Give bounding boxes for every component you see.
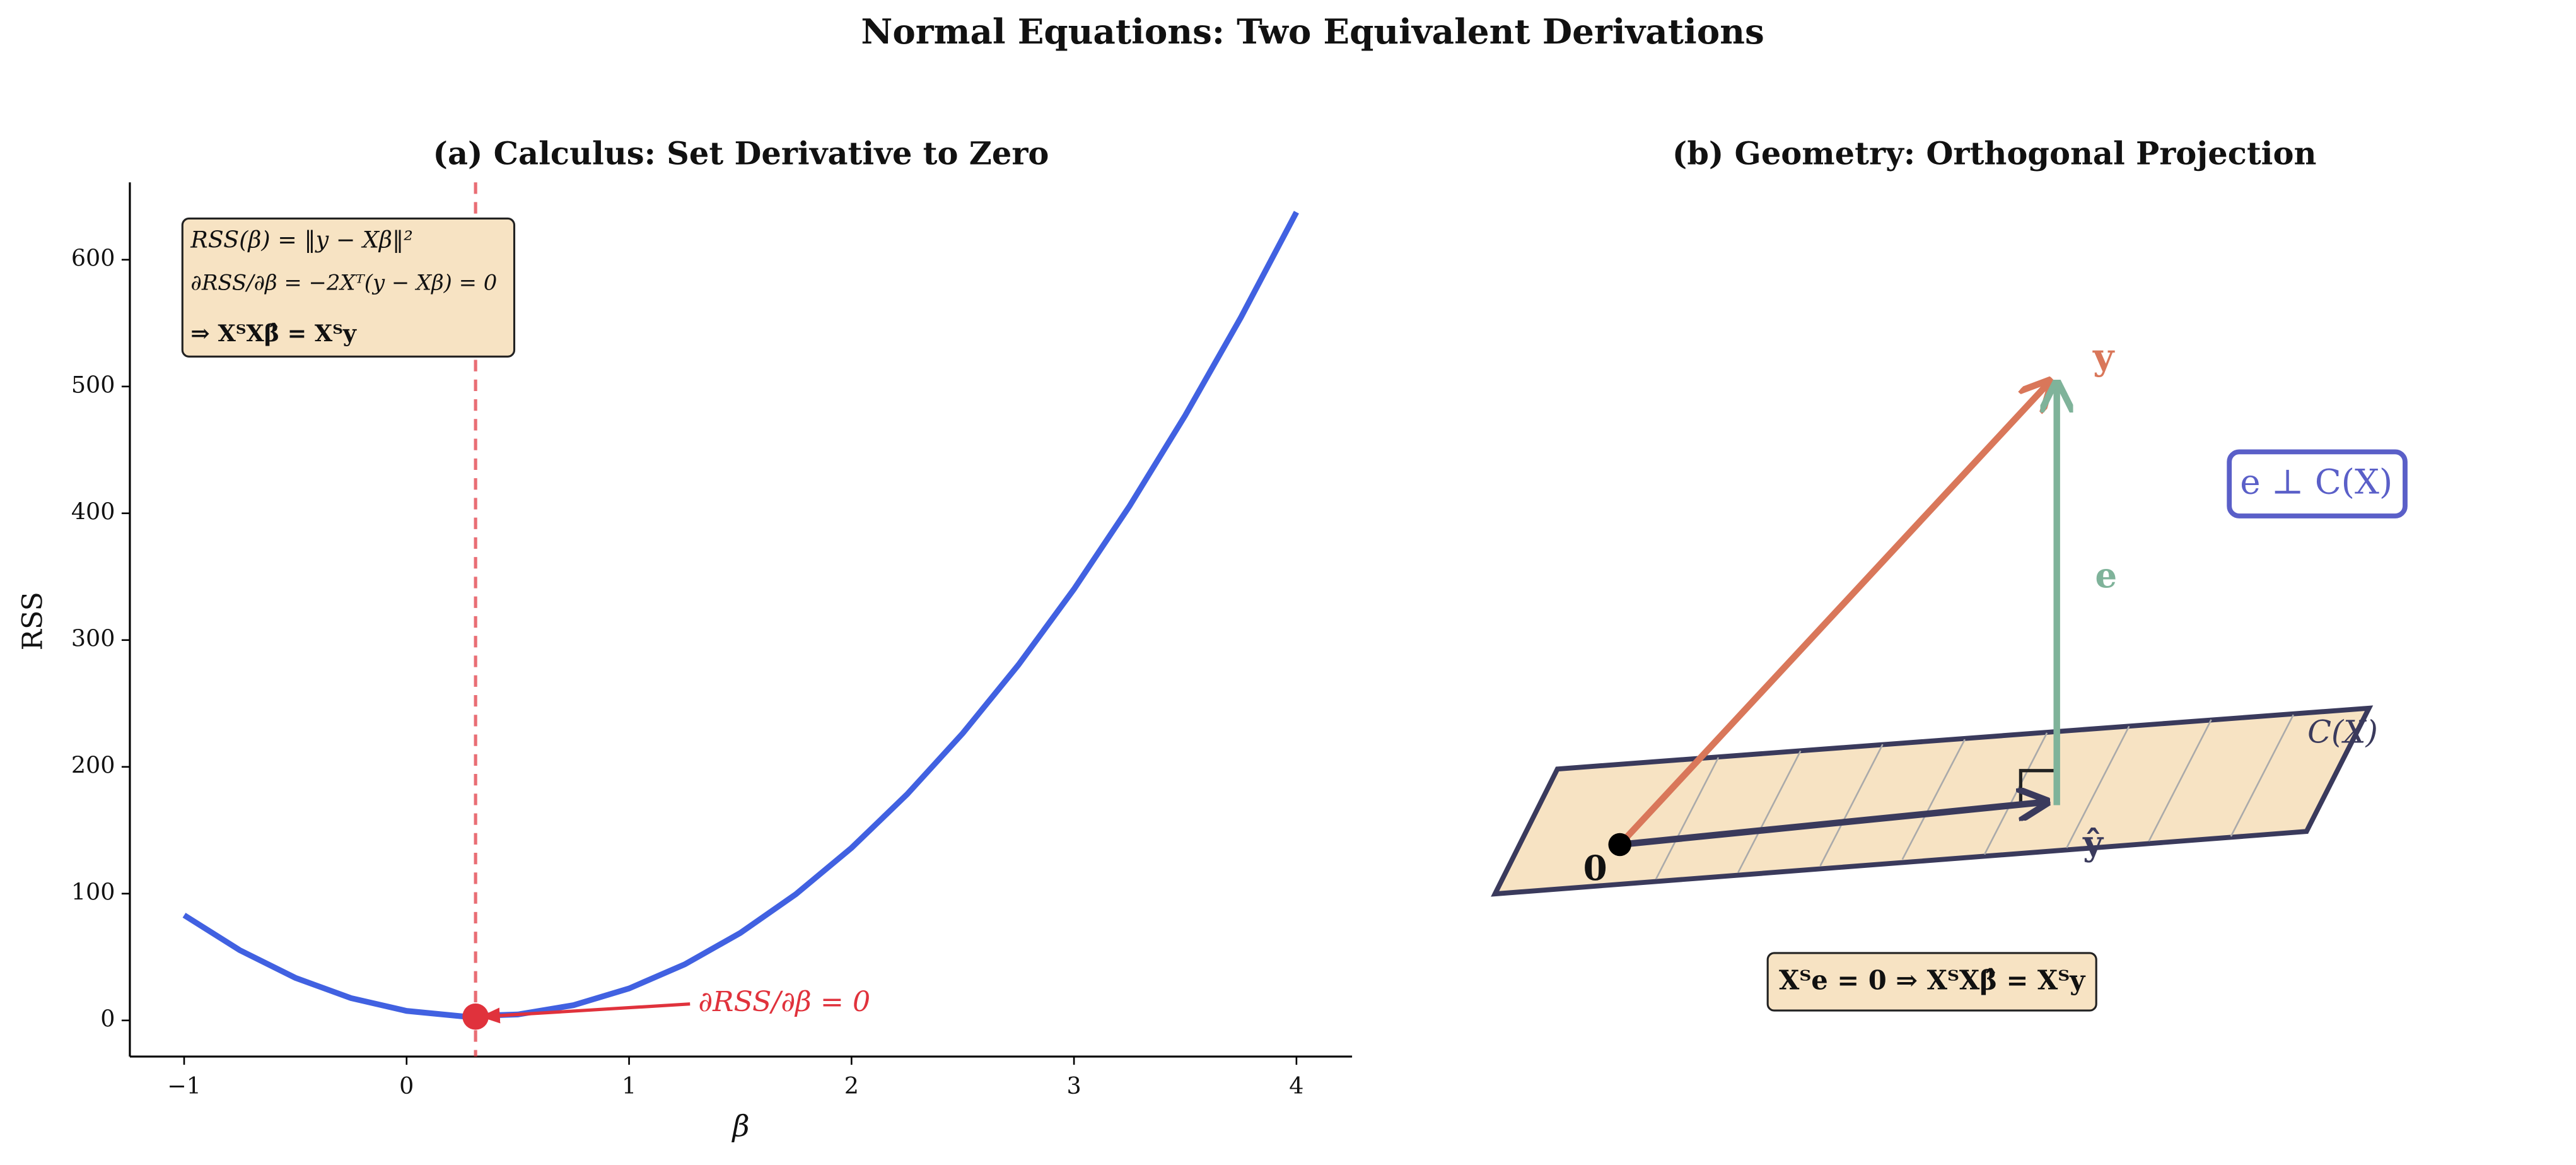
chart-title: (a) Calculus: Set Derivative to Zero [433,135,1049,172]
y-tick-label: 600 [71,244,115,271]
annotation: ∂RSS/∂β = 0 [698,986,870,1018]
origin-label: 0 [1583,848,1607,888]
plane-hatching [1655,714,2294,880]
x-tick-label: 1 [622,1072,636,1099]
x-tick-label: 0 [399,1072,414,1099]
result-box [1766,952,2097,1012]
x-tick-label: −1 [167,1072,201,1099]
yhat-vector [1619,802,2047,848]
yhat-label: ŷ [2082,823,2104,864]
x-tick-label: 3 [1067,1072,1081,1099]
formula-box-frame [181,217,516,358]
e-label: e [2095,555,2117,595]
formula-box: RSS(β) = ‖y − Xβ‖² ∂RSS/∂β = −2Xᵀ(y − Xβ… [181,217,516,358]
y-tick-label: 400 [71,498,115,525]
plot-area: −1 0 1 2 3 4 0 100 200 300 400 500 600 ∂RSS/∂β = 0 [71,182,1353,1099]
annotation-arrow [480,1002,691,1024]
formula-line: RSS(β) = ‖y − Xβ‖² [190,226,413,253]
figure-title: Normal Equations: Two Equivalent Derivat… [861,11,1764,52]
orthogonal-box [2227,449,2408,518]
x-axis-label: β [731,1109,749,1144]
x-tick-label: 4 [1289,1072,1303,1099]
y-tick-label: 500 [71,371,115,398]
x-tick-label: 2 [844,1072,859,1099]
orthogonal-label: e ⊥ C(X) [2240,461,2392,501]
y-tick-label: 300 [71,624,115,652]
plane-label: C(X) [2307,713,2378,750]
result-text: Xᵀe = 0 ⇒ XᵀXβ̂ = Xᵀy [1779,964,2086,995]
formula-line: ⇒ XᵀXβ̂ = Xᵀy [190,320,357,347]
y-tick-label: 100 [71,878,115,905]
rss-curve [182,211,1299,1019]
y-axis-label: RSS [16,592,49,650]
diagram-title: (b) Geometry: Orthogonal Projection [1672,135,2317,172]
origin-point [1608,833,1631,857]
formula-line: ∂RSS/∂β = −2Xᵀ(y − Xβ) = 0 [190,271,497,295]
y-tick-label: 200 [71,751,115,778]
y-label: y [2092,336,2115,378]
y-tick-label: 0 [100,1005,115,1032]
y-vector [1617,381,2051,847]
